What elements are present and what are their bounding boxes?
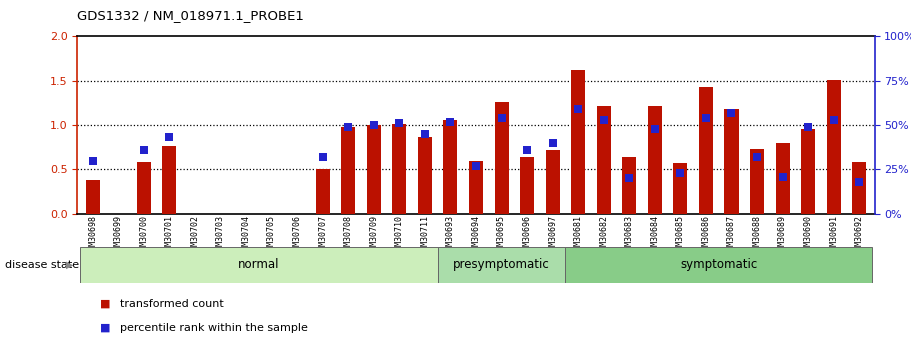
Text: ▶: ▶ — [66, 260, 73, 270]
Bar — [162, 146, 177, 214]
Point — [417, 131, 432, 137]
Bar — [597, 106, 610, 214]
Bar — [437, 247, 566, 283]
Point — [801, 124, 815, 130]
Bar — [520, 157, 534, 214]
Bar — [367, 125, 381, 214]
Bar — [316, 169, 330, 214]
Bar — [775, 143, 790, 214]
Point — [86, 158, 100, 164]
Bar — [495, 102, 508, 214]
Text: ■: ■ — [100, 299, 111, 308]
Point — [469, 163, 484, 169]
Bar — [673, 163, 688, 214]
Bar — [648, 106, 662, 214]
Point — [520, 147, 535, 153]
Point — [341, 124, 355, 130]
Point — [724, 110, 739, 115]
Text: disease state: disease state — [5, 260, 78, 270]
Bar — [137, 162, 151, 214]
Bar — [826, 80, 841, 214]
Bar — [699, 87, 713, 214]
Point — [699, 115, 713, 121]
Bar — [469, 161, 483, 214]
Bar — [444, 120, 457, 214]
Point — [366, 122, 381, 128]
Point — [852, 179, 866, 185]
Bar — [80, 247, 437, 283]
Text: symptomatic: symptomatic — [681, 258, 757, 271]
Text: GDS1332 / NM_018971.1_PROBE1: GDS1332 / NM_018971.1_PROBE1 — [77, 9, 304, 22]
Bar — [418, 138, 432, 214]
Bar — [342, 127, 355, 214]
Point — [546, 140, 560, 146]
Text: presymptomatic: presymptomatic — [453, 258, 550, 271]
Point — [648, 126, 662, 131]
Point — [392, 120, 406, 126]
Point — [571, 106, 586, 112]
Text: ■: ■ — [100, 323, 111, 333]
Point — [495, 115, 509, 121]
Point — [443, 119, 457, 124]
Bar — [571, 70, 585, 214]
Point — [597, 117, 611, 122]
Text: transformed count: transformed count — [120, 299, 224, 308]
Point — [673, 170, 688, 176]
Bar — [393, 124, 406, 214]
Point — [826, 117, 841, 122]
Bar — [801, 129, 815, 214]
Bar — [852, 162, 866, 214]
Text: percentile rank within the sample: percentile rank within the sample — [120, 323, 308, 333]
Point — [137, 147, 151, 153]
Bar — [86, 180, 100, 214]
Point — [315, 154, 330, 160]
Bar — [566, 247, 872, 283]
Bar — [622, 157, 636, 214]
Point — [775, 174, 790, 179]
Point — [750, 154, 764, 160]
Bar — [546, 150, 559, 214]
Text: normal: normal — [238, 258, 280, 271]
Bar — [750, 149, 764, 214]
Point — [162, 135, 177, 140]
Bar — [724, 109, 739, 214]
Point — [622, 176, 637, 181]
